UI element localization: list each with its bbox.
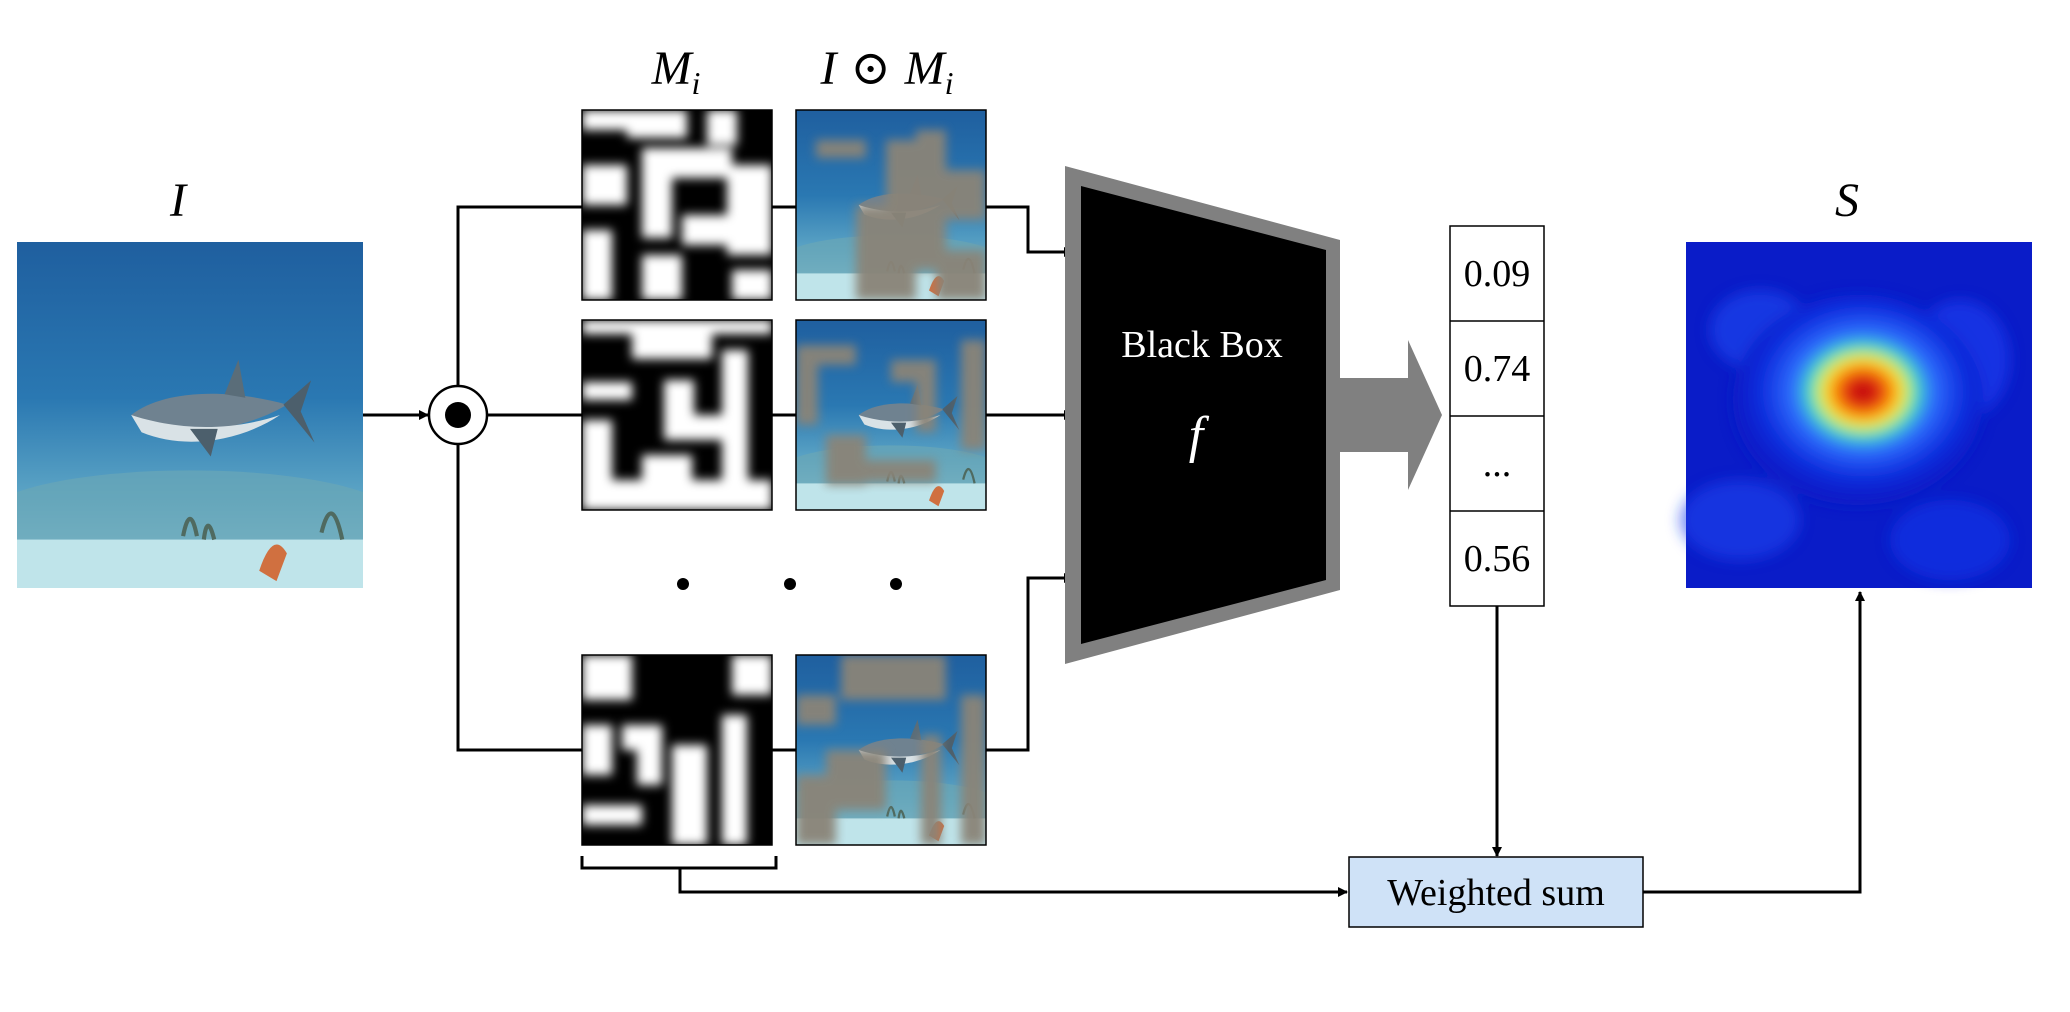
mask-2 — [581, 319, 773, 511]
score-4: 0.56 — [1464, 538, 1531, 580]
black-box-label: Black Box — [1121, 324, 1282, 366]
branch-lines — [456, 205, 582, 752]
odot-circle-icon — [427, 384, 489, 446]
weighted-sum-label: Weighted sum — [1387, 872, 1605, 914]
ellipsis-dots — [677, 578, 902, 590]
black-box: Black Box f — [1065, 166, 1340, 664]
saliency-map — [1680, 242, 2032, 588]
saliency-label: S — [1835, 174, 1859, 227]
masked-image-2 — [795, 319, 987, 511]
input-image — [0, 242, 398, 588]
sum-to-saliency-arrow — [1643, 591, 1865, 894]
mask-to-masked-connectors — [772, 205, 796, 752]
score-vector: 0.09 0.74 ... 0.56 — [1449, 225, 1545, 607]
score-ellipsis: ... — [1483, 443, 1512, 485]
score-1: 0.09 — [1464, 253, 1531, 295]
mask-3 — [581, 654, 773, 846]
mask-1 — [581, 109, 773, 301]
mask-label: Mi — [651, 42, 701, 101]
masked-image-label: I ⊙ Mi — [819, 42, 953, 101]
weighted-sum-box: Weighted sum — [1348, 856, 1644, 928]
masked-image-1 — [795, 109, 987, 301]
masked-to-blackbox-arrows — [986, 205, 1074, 752]
masks-bracket — [580, 856, 1348, 897]
output-gray-arrow — [1340, 340, 1442, 490]
input-image-label: I — [169, 174, 188, 227]
score-2: 0.74 — [1464, 348, 1531, 390]
masked-image-3 — [795, 654, 987, 846]
